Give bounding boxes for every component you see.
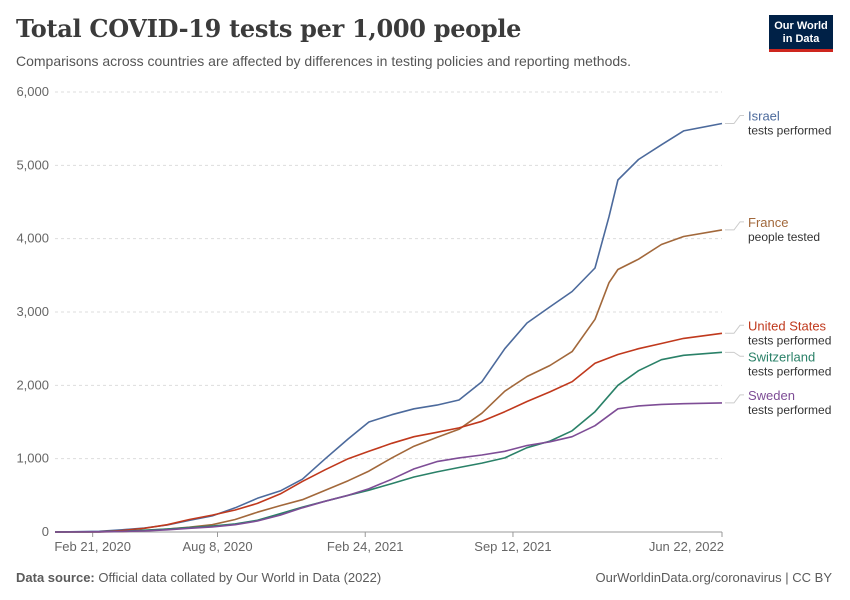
data-source-text: Official data collated by Our World in D… [98,570,382,585]
label-connector [725,351,744,357]
y-tick-label: 0 [42,524,49,539]
series-line-france [55,229,723,533]
x-tick-label: Aug 8, 2020 [182,539,252,554]
logo-line-1: Our World [774,20,828,32]
y-tick-label: 6,000 [16,84,49,99]
series-sublabel-israel: tests performed [748,124,831,138]
credit-link[interactable]: OurWorldinData.org/coronavirus | CC BY [595,570,832,585]
x-tick-label: Jun 22, 2022 [649,539,724,554]
series-line-israel [54,122,723,533]
series-label-united-states: United States [748,318,827,333]
label-connector [725,221,744,231]
chart-title: Total COVID-19 tests per 1,000 people [16,14,522,43]
y-tick-label: 3,000 [16,304,49,319]
series-line-switzerland [54,351,723,533]
chart-subtitle: Comparisons across countries are affecte… [16,53,632,69]
x-tick-label: Feb 21, 2020 [54,539,131,554]
series-label-israel: Israel [748,109,780,124]
data-source: Data source: Official data collated by O… [16,570,381,585]
y-tick-label: 5,000 [16,157,49,172]
label-connector [725,394,744,404]
series-sublabel-france: people tested [748,230,820,244]
series-label-sweden: Sweden [748,388,795,403]
series-sublabel-sweden: tests performed [748,403,831,417]
series-line-united-states [54,332,723,533]
x-tick-label: Feb 24, 2021 [327,539,404,554]
series-label-france: France [748,215,788,230]
label-connector [725,115,744,125]
series-sublabel-united-states: tests performed [748,333,831,347]
data-source-label: Data source: [16,570,95,585]
owid-logo[interactable]: Our World in Data [769,15,833,52]
logo-line-2: in Data [782,33,820,45]
x-tick-label: Sep 12, 2021 [474,539,551,554]
y-tick-label: 2,000 [16,377,49,392]
series-sublabel-switzerland: tests performed [748,364,831,378]
label-connector [725,324,744,334]
series-line-sweden [54,402,723,533]
y-tick-label: 1,000 [16,451,49,466]
y-tick-label: 4,000 [16,231,49,246]
series-label-switzerland: Switzerland [748,349,815,364]
